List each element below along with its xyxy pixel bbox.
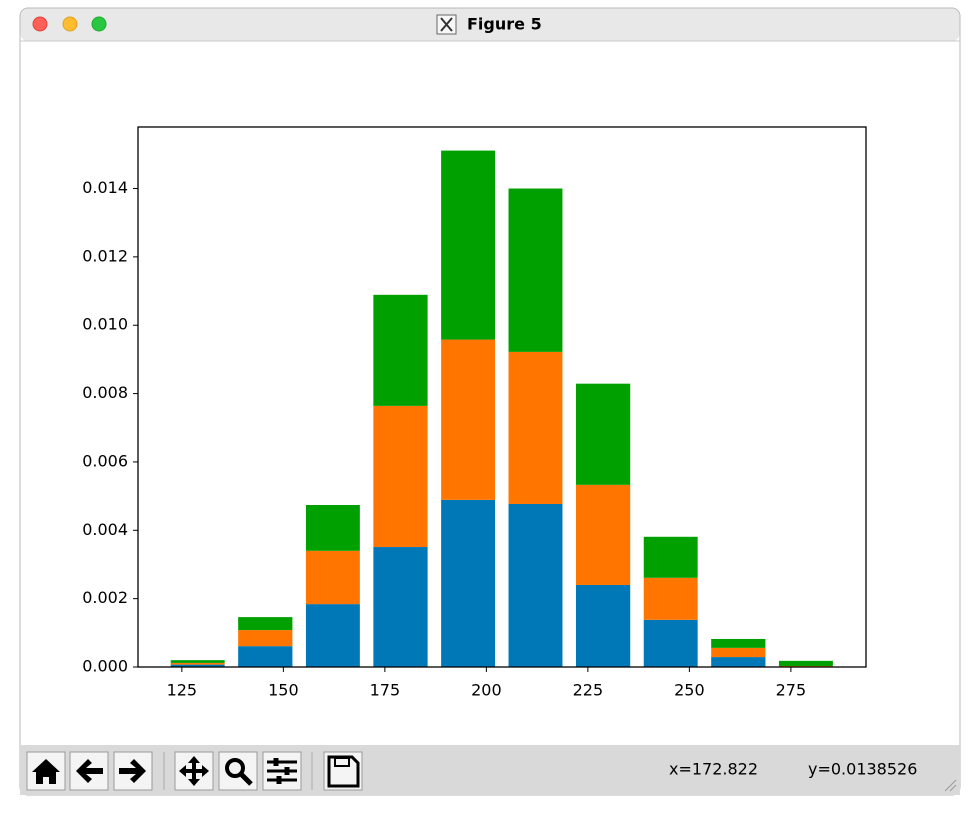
bar-segment	[238, 630, 292, 646]
y-tick-label: 0.000	[82, 657, 128, 676]
bar-segment	[509, 504, 563, 667]
bar-segment	[576, 384, 630, 485]
x-tick-label: 250	[674, 681, 705, 700]
bar-segment	[373, 547, 427, 667]
zoom-tool-button[interactable]	[219, 752, 257, 790]
bar-segment	[711, 639, 765, 648]
bar-segment	[711, 648, 765, 657]
y-tick-label: 0.012	[82, 246, 128, 265]
bar-segment	[238, 646, 292, 667]
bar-segment	[171, 660, 225, 663]
bar-segment	[373, 295, 427, 406]
bar-segment	[238, 617, 292, 630]
x-tick-label: 150	[268, 681, 299, 700]
x-tick-label: 275	[776, 681, 807, 700]
bar-segment	[644, 537, 698, 578]
y-tick-label: 0.004	[82, 520, 128, 539]
bar-segment	[576, 485, 630, 585]
close-button[interactable]	[33, 17, 47, 31]
y-tick-label: 0.006	[82, 451, 128, 470]
toolbar-buttons	[27, 752, 362, 790]
bar-segment	[306, 551, 360, 604]
y-tick-label: 0.008	[82, 383, 128, 402]
bar-segment	[441, 500, 495, 667]
bar-segment	[509, 189, 563, 352]
bar-segment	[509, 352, 563, 504]
x-tick-label: 125	[167, 681, 198, 700]
x-tick-label: 225	[573, 681, 604, 700]
status-y: y=0.0138526	[808, 760, 917, 779]
y-tick-label: 0.010	[82, 315, 128, 334]
bar-segment	[779, 661, 833, 666]
bar-segment	[306, 505, 360, 551]
window-title: Figure 5	[467, 15, 542, 34]
bar-segment	[644, 620, 698, 667]
bar-segment	[711, 657, 765, 667]
y-tick-label: 0.014	[82, 178, 128, 197]
bar-segment	[441, 340, 495, 500]
x-tick-label: 175	[370, 681, 401, 700]
bar-segment	[373, 406, 427, 547]
bar-segment	[171, 663, 225, 665]
bar-segment	[306, 604, 360, 667]
status-x: x=172.822	[669, 760, 758, 779]
zoom-button[interactable]	[92, 17, 106, 31]
bar-segment	[576, 585, 630, 667]
y-tick-label: 0.002	[82, 588, 128, 607]
x-tick-label: 200	[471, 681, 502, 700]
bar-segment	[644, 578, 698, 620]
minimize-button[interactable]	[63, 17, 77, 31]
bar-segment	[441, 151, 495, 340]
